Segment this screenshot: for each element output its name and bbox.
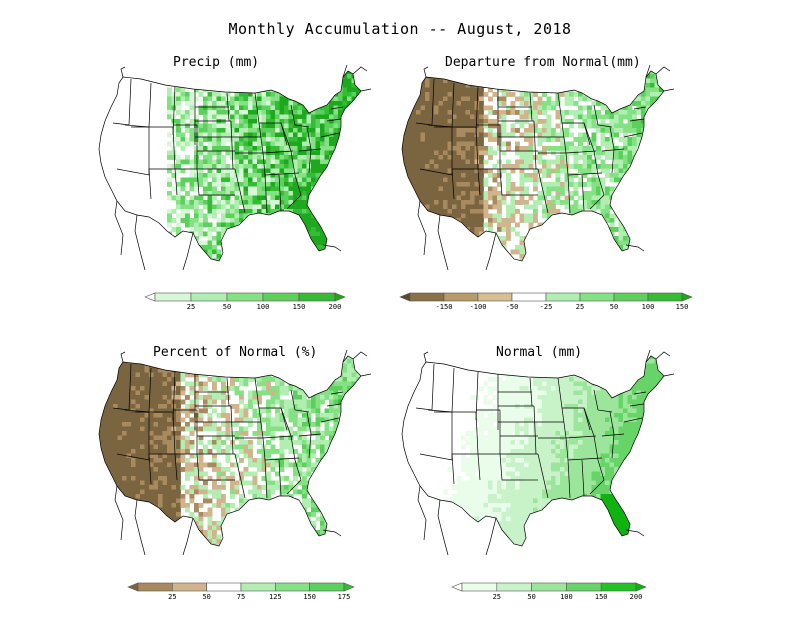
panel-title-normal: Normal (mm): [496, 345, 583, 360]
legend-swatch: [545, 292, 581, 302]
legend-tick-label: 200: [629, 593, 643, 601]
legend-precip: [144, 292, 346, 302]
panel-title-percent: Percent of Normal (%): [153, 345, 318, 360]
legend-tick-label: -50: [505, 303, 519, 311]
legend-swatch: [309, 582, 345, 592]
legend-departure: [399, 292, 693, 302]
legend-tick-label: 100: [560, 593, 573, 601]
state-boundaries: [401, 349, 675, 556]
legend-swatch: [226, 292, 264, 302]
legend-swatch: [190, 292, 228, 302]
legend-tick-label: 50: [202, 593, 211, 601]
legend-tick-label: 50: [222, 303, 232, 311]
figure-title: Monthly Accumulation -- August, 2018: [228, 20, 572, 38]
panel-title-precip: Precip (mm): [173, 55, 260, 70]
legend-swatch: [262, 292, 300, 302]
legend-tick-label: 50: [527, 593, 536, 601]
legend-swatch: [600, 582, 637, 592]
legend-swatch: [206, 582, 242, 592]
legend-tick-label: 150: [675, 303, 689, 311]
map-percent: [98, 349, 372, 556]
legend-swatch: [409, 292, 445, 302]
legend-arrow-left: [399, 292, 411, 302]
legend-tick-label: 25: [575, 303, 585, 311]
legend-tick-label: 125: [269, 593, 282, 601]
legend-swatch: [137, 582, 173, 592]
legend-swatch: [511, 292, 547, 302]
legend-swatch: [613, 292, 649, 302]
legend-arrow-right: [343, 582, 355, 592]
legend-swatch: [579, 292, 615, 302]
legend-swatch: [275, 582, 310, 592]
legend-tick-label: 25: [168, 593, 177, 601]
legend-tick-label: 200: [328, 303, 342, 311]
legend-arrow-right: [635, 582, 647, 592]
us-outline: [401, 355, 665, 547]
state-boundaries: [98, 349, 372, 556]
legend-swatch: [531, 582, 567, 592]
map-normal: [401, 349, 675, 556]
state-boundaries: [98, 64, 372, 271]
us-outline: [98, 355, 362, 547]
legend-arrow-left: [451, 582, 463, 592]
us-outline: [98, 70, 362, 262]
legend-swatch: [647, 292, 683, 302]
legend-swatch: [172, 582, 207, 592]
panel-title-departure: Departure from Normal(mm): [445, 55, 641, 70]
legend-tick-label: 150: [292, 303, 306, 311]
legend-swatch: [566, 582, 602, 592]
legend-tick-label: 175: [337, 593, 351, 601]
state-boundaries: [401, 64, 675, 271]
legend-swatch: [477, 292, 513, 302]
legend-tick-label: 25: [492, 593, 502, 601]
legend-tick-label: 150: [594, 593, 608, 601]
us-outline: [401, 70, 665, 262]
legend-swatch: [298, 292, 336, 302]
legend-swatch: [443, 292, 479, 302]
legend-tick-label: 100: [641, 303, 655, 311]
legend-percent: [127, 582, 355, 592]
legend-arrow-right: [681, 292, 693, 302]
legend-swatch: [154, 292, 192, 302]
legend-normal: [451, 582, 647, 592]
legend-tick-label: 25: [186, 303, 196, 311]
legend-tick-label: 150: [303, 593, 316, 601]
map-departure: [401, 64, 675, 271]
legend-tick-label: -25: [539, 303, 553, 311]
legend-tick-label: 50: [609, 303, 619, 311]
legend-swatch: [240, 582, 276, 592]
legend-arrow-left: [144, 292, 156, 302]
legend-tick-label: -150: [435, 303, 453, 311]
map-precip: [98, 64, 372, 271]
legend-arrow-left: [127, 582, 139, 592]
legend-tick-label: 75: [236, 593, 246, 601]
legend-swatch: [461, 582, 498, 592]
legend-tick-label: 100: [256, 303, 270, 311]
legend-swatch: [496, 582, 532, 592]
legend-tick-label: -100: [469, 303, 487, 311]
legend-arrow-right: [334, 292, 346, 302]
